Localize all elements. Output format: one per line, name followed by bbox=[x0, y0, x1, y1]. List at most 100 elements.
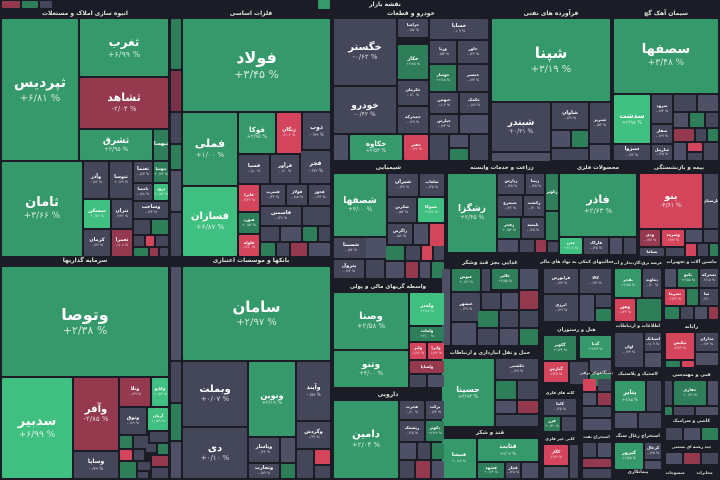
tile-شپنا[interactable]: شپنا +۳/۱۹ % bbox=[492, 19, 610, 101]
tile-سدشت[interactable]: سدشت +۲/۹۸ % bbox=[614, 95, 650, 143]
tile-cell[interactable] bbox=[590, 360, 611, 372]
tile-cell[interactable] bbox=[570, 362, 588, 384]
tile-cell[interactable] bbox=[583, 393, 596, 405]
tile-شلعاب[interactable]: شلعاب -۰/۴۵ % bbox=[420, 174, 444, 196]
tile-cell[interactable] bbox=[138, 472, 148, 478]
tile-cell[interactable] bbox=[696, 129, 706, 141]
tile-خکرمان[interactable]: خکرمان -۰/۷۰ % bbox=[398, 81, 428, 105]
tile-cell[interactable] bbox=[410, 375, 426, 387]
tile-غنوش[interactable]: غنوش +۰/۷۶ % bbox=[452, 269, 480, 291]
tile-وتوصا[interactable]: وتوصا +۲/۳۸ % bbox=[2, 267, 168, 376]
tile-cell[interactable] bbox=[704, 143, 718, 160]
tile-cell[interactable] bbox=[645, 461, 661, 469]
tile-زکوثر[interactable]: زکوثر bbox=[546, 174, 558, 210]
tile-فنورد[interactable]: فنورد +۰/۵۳ % bbox=[239, 213, 259, 233]
tile-فلوله[interactable]: فلوله -۱/۹۰ % bbox=[239, 235, 259, 256]
tile-cell[interactable] bbox=[450, 135, 468, 147]
tile-cell[interactable] bbox=[681, 307, 693, 319]
tile-cell[interactable] bbox=[674, 113, 688, 127]
tile-cell[interactable] bbox=[430, 224, 444, 246]
tile-cell[interactable] bbox=[432, 262, 444, 278]
tile-وتلا[interactable]: وتلا -۰/۷۹ % bbox=[120, 378, 150, 406]
tile-cell[interactable] bbox=[666, 428, 682, 440]
tile-cell[interactable] bbox=[171, 267, 181, 360]
tile-فزر[interactable]: فزر +۰/۳۱ % bbox=[544, 417, 560, 431]
tile-شاوان[interactable]: شاوان -۰/۷۹ % bbox=[552, 103, 588, 129]
tile-cell[interactable] bbox=[674, 95, 696, 111]
tile-cell[interactable] bbox=[520, 329, 538, 345]
tile-شصفها[interactable]: شصفها +۳/۰۰ % bbox=[334, 174, 386, 236]
tile-cell[interactable] bbox=[615, 413, 637, 428]
tile-ولغدر[interactable]: ولغدر +۴/۸۸ % bbox=[410, 293, 444, 325]
tile-cell[interactable] bbox=[171, 19, 181, 69]
tile-دی[interactable]: دی +۰/۱۰ % bbox=[183, 428, 247, 478]
tile-cell[interactable] bbox=[2, 1, 20, 8]
tile-سرود[interactable]: سرود -۰/۷۳ % bbox=[652, 95, 672, 123]
tile-cell[interactable] bbox=[518, 381, 538, 399]
tile-کرمان[interactable]: کرمان -۰/۷۷ % bbox=[84, 230, 110, 256]
tile-cell[interactable] bbox=[686, 244, 696, 256]
tile-خساپا[interactable]: خساپا -۰/۰۹ % bbox=[430, 19, 488, 39]
tile-cell[interactable] bbox=[665, 407, 672, 415]
tile-cell[interactable] bbox=[686, 230, 702, 242]
tile-cell[interactable] bbox=[688, 153, 702, 160]
tile-cell[interactable] bbox=[386, 262, 404, 278]
tile-cell[interactable] bbox=[434, 246, 444, 260]
tile-cell[interactable] bbox=[492, 153, 550, 161]
tile-cell[interactable] bbox=[598, 393, 611, 405]
tile-ساربیل[interactable]: ساربیل -۰/۴۵ % bbox=[652, 145, 672, 160]
tile-cell[interactable] bbox=[158, 444, 168, 454]
tile-cell[interactable] bbox=[297, 450, 313, 478]
tile-شبندر[interactable]: شبندر +۰/۳۱ % bbox=[492, 103, 550, 151]
tile-اوان[interactable]: اوان -۰/۹۳ % bbox=[615, 333, 643, 367]
tile-cell[interactable] bbox=[520, 291, 538, 309]
tile-cell[interactable] bbox=[706, 113, 718, 127]
tile-cell[interactable] bbox=[152, 468, 168, 478]
tile-فسرب[interactable]: فسرب -۰/۴۳ % bbox=[261, 185, 285, 205]
tile-وصنا[interactable]: وصنا +۲/۵۸ % bbox=[334, 293, 408, 349]
tile-ولملت[interactable]: ولملت +۳/۰۰ % bbox=[410, 327, 444, 341]
tile-ثپردیس[interactable]: ثپردیس +۶/۸۱ % bbox=[2, 19, 78, 160]
tile-cell[interactable] bbox=[552, 131, 570, 147]
tile-cell[interactable] bbox=[637, 299, 661, 321]
tile-فاسمین[interactable]: فاسمین -۰/۳۹ % bbox=[261, 207, 301, 225]
tile-cell[interactable] bbox=[583, 407, 611, 417]
tile-cell[interactable] bbox=[281, 464, 295, 478]
tile-شیران[interactable]: شیران -۰/۳۴ % bbox=[388, 174, 418, 196]
tile-cell[interactable] bbox=[134, 450, 144, 460]
tile-فسازان[interactable]: فسازان +۶/۸۷ % bbox=[183, 187, 237, 256]
tile-cell[interactable] bbox=[400, 461, 414, 478]
tile-cell[interactable] bbox=[702, 428, 718, 440]
tile-cell[interactable] bbox=[120, 462, 136, 478]
tile-cell[interactable] bbox=[309, 243, 330, 256]
tile-خنصیر[interactable]: خنصیر -۰/۷۳ % bbox=[458, 65, 488, 91]
tile-ثامصا[interactable]: ثامصا -۰/۸۸ % bbox=[134, 184, 152, 200]
tile-ثامان[interactable]: ثامان +۳/۶۶ % bbox=[2, 162, 82, 256]
tile-سصفها[interactable]: سصفها +۳/۴۸ % bbox=[614, 19, 718, 93]
tile-کزغال[interactable]: کزغال -۰/۴۵ % bbox=[645, 443, 661, 459]
tile-خمحرکه[interactable]: خمحرکه -۰/۷۹ % bbox=[398, 107, 428, 133]
tile-سفار[interactable]: سفار -۰/۷۹ % bbox=[652, 125, 672, 143]
tile-قشهد[interactable]: قشهد +۰/۷۳ % bbox=[478, 463, 504, 478]
tile-خاور[interactable]: خاور -۰/۴۳ % bbox=[458, 41, 488, 63]
tile-cell[interactable] bbox=[702, 453, 718, 464]
tile-حفاری[interactable]: حفاری +۰/۷۹ % bbox=[674, 381, 706, 405]
tile-فملی[interactable]: فملی +۱/۰۰ % bbox=[183, 113, 237, 185]
tile-وتجارت[interactable]: وتجارت -۰/۵۹ % bbox=[249, 464, 279, 478]
tile-cell[interactable] bbox=[171, 71, 181, 111]
tile-cell[interactable] bbox=[583, 469, 611, 478]
tile-ودی[interactable]: ودی -۰/۷۷ % bbox=[640, 230, 660, 246]
tile-سدبیر[interactable]: سدبیر +۶/۹۹ % bbox=[2, 378, 72, 478]
tile-فوکا[interactable]: فوکا +۲/۹۵ % bbox=[239, 113, 275, 153]
tile-cell[interactable] bbox=[520, 269, 538, 289]
tile-ریشمک[interactable]: ریشمک -۰/۴۵ % bbox=[400, 421, 424, 441]
tile-cell[interactable] bbox=[416, 461, 430, 478]
tile-ثمسکن[interactable]: ثمسکن +۰/۵۱ % bbox=[84, 200, 110, 228]
tile-قثابت[interactable]: قثابت +۲/۰۳ % bbox=[478, 439, 538, 461]
tile-فاذر[interactable]: فاذر +۲/۶۳ % bbox=[560, 174, 636, 236]
tile-cell[interactable] bbox=[598, 443, 611, 457]
tile-مداران[interactable]: مداران -۰/۷۳ % bbox=[696, 333, 718, 351]
tile-تسرما[interactable]: تسرما -۲/۳۳ % bbox=[665, 289, 685, 305]
tile-cell[interactable] bbox=[171, 113, 181, 143]
tile-cell[interactable] bbox=[684, 453, 700, 464]
